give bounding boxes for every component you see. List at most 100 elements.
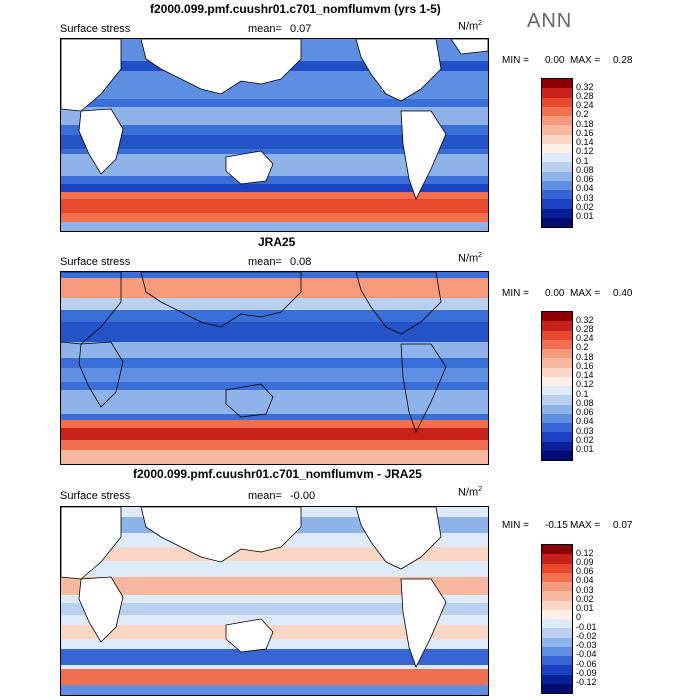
panel-1-cbar-swatch xyxy=(542,217,572,227)
panel-2-cbar-label: 0.06 xyxy=(576,407,594,417)
panel-3-mean-label: mean= xyxy=(248,490,282,502)
panel-2-cbar-swatch xyxy=(542,349,572,359)
panel-1-title: f2000.099.pmf.cuushr01.c701_nomflumvm (y… xyxy=(150,2,441,16)
panel-2-cbar-swatch xyxy=(542,441,572,451)
panel-3-cbar-label: 0.12 xyxy=(576,548,594,558)
panel-3-cbar-swatch xyxy=(542,656,572,666)
panel-2-min-value: 0.00 xyxy=(545,288,565,299)
panel-3-cbar-label: -0.01 xyxy=(576,622,597,632)
panel-1-cbar-label: 0.02 xyxy=(576,202,594,212)
panel-2-cbar-label: 0.08 xyxy=(576,398,594,408)
panel-3-max-value: 0.07 xyxy=(613,520,633,531)
panel-2-cbar-swatch xyxy=(542,330,572,340)
panel-2-cbar-label: 0.12 xyxy=(576,379,594,389)
panel-3-cbar-label: -0.12 xyxy=(576,677,597,687)
panel-2-max-value: 0.40 xyxy=(613,288,633,299)
panel-3-cbar-swatch xyxy=(542,646,572,656)
panel-1-min-label: MIN = xyxy=(502,55,529,66)
panel-1-cbar-swatch xyxy=(542,162,572,172)
panel-1-min-value: 0.00 xyxy=(545,55,565,66)
panel-2-cbar-label: 0.1 xyxy=(576,389,589,399)
panel-3-cbar-swatch xyxy=(542,591,572,601)
panel-3-cbar-label: 0.04 xyxy=(576,575,594,585)
panel-1-cbar-label: 0.08 xyxy=(576,165,594,175)
panel-2-colorbar xyxy=(541,311,573,461)
panel-1-cbar-label: 0.2 xyxy=(576,109,589,119)
panel-2-cbar-label: 0.32 xyxy=(576,315,594,325)
panel-3-cbar-swatch xyxy=(542,554,572,564)
season-label: ANN xyxy=(527,10,573,32)
panel-3-min-label: MIN = xyxy=(502,520,529,531)
panel-3-cbar-label: 0.02 xyxy=(576,594,594,604)
panel-3-cbar-label: 0.06 xyxy=(576,566,594,576)
panel-2-cbar-swatch xyxy=(542,386,572,396)
panel-2-map xyxy=(60,271,489,465)
panel-3-cbar-label: -0.02 xyxy=(576,631,597,641)
panel-2-min-label: MIN = xyxy=(502,288,529,299)
panel-2-cbar-swatch xyxy=(542,432,572,442)
panel-3-min-value: -0.15 xyxy=(545,520,568,531)
panel-2-cbar-swatch xyxy=(542,339,572,349)
panel-2-cbar-label: 0.01 xyxy=(576,444,594,454)
panel-2-cbar-swatch xyxy=(542,450,572,460)
panel-3-title: f2000.099.pmf.cuushr01.c701_nomflumvm - … xyxy=(133,467,422,481)
panel-1-cbar-swatch xyxy=(542,208,572,218)
panel-3-mean-value: -0.00 xyxy=(290,490,316,502)
panel-2-mean-value: 0.08 xyxy=(290,256,312,268)
panel-2-units: N/m2 xyxy=(458,252,483,265)
panel-1-cbar-swatch xyxy=(542,106,572,116)
panel-1-cbar-label: 0.18 xyxy=(576,119,594,129)
panel-3-cbar-swatch xyxy=(542,609,572,619)
panel-3-cbar-swatch xyxy=(542,683,572,693)
panel-1-cbar-label: 0.03 xyxy=(576,193,594,203)
panel-1-cbar-swatch xyxy=(542,171,572,181)
panel-2-cbar-swatch xyxy=(542,395,572,405)
panel-2-cbar-label: 0.24 xyxy=(576,333,594,343)
panel-1-mean-value: 0.07 xyxy=(290,23,312,35)
panel-1-map xyxy=(60,38,489,232)
panel-2-cbar-label: 0.2 xyxy=(576,342,589,352)
panel-2-cbar-label: 0.14 xyxy=(576,370,594,380)
panel-2-cbar-label: 0.18 xyxy=(576,352,594,362)
panel-3-cbar-swatch xyxy=(542,665,572,675)
panel-1-colorbar xyxy=(541,78,573,228)
panel-2-cbar-swatch xyxy=(542,367,572,377)
panel-1-cbar-swatch xyxy=(542,199,572,209)
panel-3-cbar-label: -0.03 xyxy=(576,640,597,650)
panel-2-cbar-label: 0.04 xyxy=(576,416,594,426)
panel-1-mean-label: mean= xyxy=(248,23,282,35)
panel-3-land xyxy=(61,507,447,669)
panel-3-map xyxy=(60,506,489,696)
panel-3-cbar-swatch xyxy=(542,619,572,629)
panel-2-cbar-swatch xyxy=(542,312,572,322)
panel-1-cbar-label: 0.28 xyxy=(576,91,594,101)
panel-1-cbar-swatch xyxy=(542,180,572,190)
panel-1-cbar-label: 0.24 xyxy=(576,100,594,110)
panel-1-cbar-swatch xyxy=(542,190,572,200)
panel-2-cbar-label: 0.02 xyxy=(576,435,594,445)
panel-2-max-label: MAX = xyxy=(570,288,601,299)
panel-1-cbar-swatch xyxy=(542,143,572,153)
panel-3-cbar-swatch xyxy=(542,637,572,647)
panel-2-cbar-label: 0.16 xyxy=(576,361,594,371)
panel-1-max-value: 0.28 xyxy=(613,55,633,66)
panel-3-cbar-swatch xyxy=(542,582,572,592)
panel-3-cbar-label: -0.04 xyxy=(576,649,597,659)
panel-1-cbar-label: 0.06 xyxy=(576,174,594,184)
panel-1-cbar-swatch xyxy=(542,88,572,98)
panel-3-cbar-label: 0 xyxy=(576,612,582,622)
panel-3-units: N/m2 xyxy=(458,486,483,499)
panel-3-cbar-label: -0.06 xyxy=(576,659,597,669)
panel-1-cbar-label: 0.16 xyxy=(576,128,594,138)
panel-3-colorbar xyxy=(541,544,573,694)
panel-1-cbar-label: 0.12 xyxy=(576,146,594,156)
panel-1-land xyxy=(61,39,488,201)
panel-2-variable: Surface stress xyxy=(60,256,131,268)
panel-3-variable: Surface stress xyxy=(60,490,131,502)
panel-1-cbar-label: 0.01 xyxy=(576,211,594,221)
panel-1-cbar-label: 0.04 xyxy=(576,183,594,193)
panel-3-cbar-label: 0.01 xyxy=(576,603,594,613)
panel-2-cbar-swatch xyxy=(542,423,572,433)
panel-2-cbar-swatch xyxy=(542,404,572,414)
panel-2-cbar-label: 0.28 xyxy=(576,324,594,334)
